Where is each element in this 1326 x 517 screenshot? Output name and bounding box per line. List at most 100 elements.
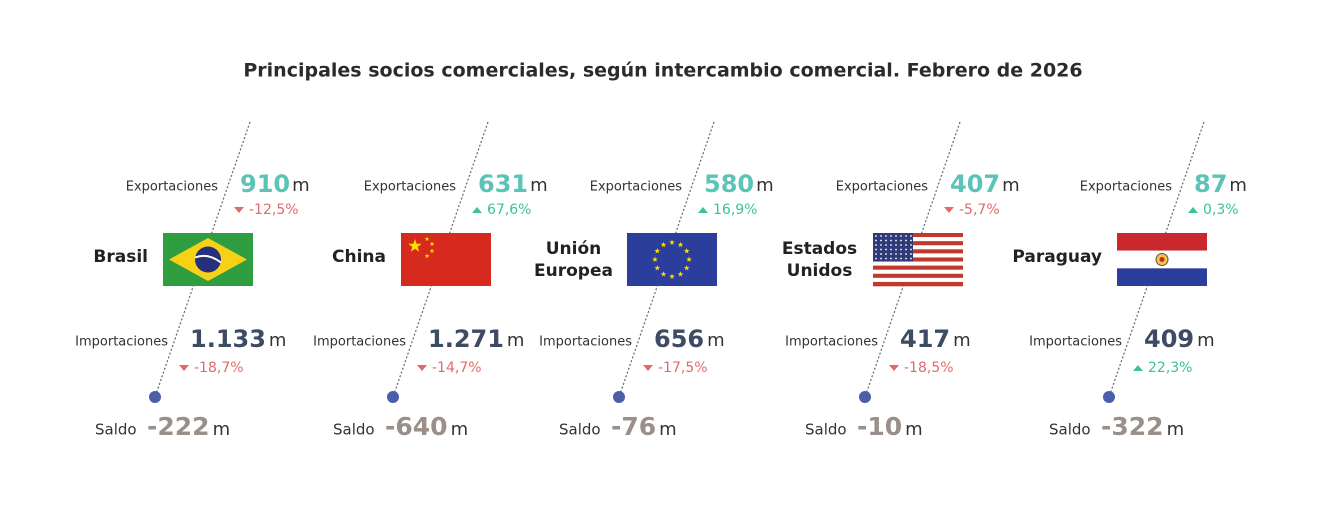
exports-label: Exportaciones: [1080, 180, 1172, 195]
imports-label: Importaciones: [785, 335, 878, 350]
imports-label: Importaciones: [313, 335, 406, 350]
imports-change: 22,3%: [1148, 360, 1192, 376]
balance-value: -640: [385, 412, 448, 441]
flag-stripe: [873, 265, 963, 270]
balance-label: Saldo: [1049, 421, 1091, 439]
flag-stripe: [873, 233, 963, 238]
flag-star: [910, 239, 912, 242]
flag-stripe: [873, 257, 963, 262]
balance-dot: [149, 391, 161, 403]
star: [408, 239, 422, 252]
balance-value: -10: [857, 412, 902, 441]
imports-value: 1.271: [428, 325, 504, 353]
balance-label: Saldo: [559, 421, 601, 439]
country-name: China: [332, 247, 386, 267]
unit: m: [213, 419, 231, 440]
flag-stripe: [1117, 268, 1207, 286]
arrow-down: [944, 207, 954, 213]
flag-band: [194, 254, 222, 264]
flag-star: [890, 253, 892, 255]
arrow-down: [234, 207, 244, 213]
flag: [627, 233, 717, 286]
flag: [873, 233, 963, 287]
flag-star: [880, 257, 882, 260]
unit: m: [659, 419, 677, 440]
balance-label: Saldo: [805, 421, 847, 439]
flag-star: [895, 235, 897, 237]
unit: m: [707, 330, 725, 351]
flag-star: [900, 248, 902, 251]
flag-star: [875, 248, 877, 251]
unit: m: [292, 175, 310, 196]
unit: m: [1167, 419, 1185, 440]
flag-star: [885, 248, 887, 251]
star: [669, 239, 675, 245]
exports-change: 67,6%: [487, 202, 531, 218]
imports-change: -18,7%: [194, 360, 244, 376]
flag-star: [895, 248, 897, 251]
exports-change: 0,3%: [1203, 202, 1239, 218]
flag-stripe: [873, 245, 963, 250]
imports-label: Importaciones: [1029, 335, 1122, 350]
flag-star: [905, 253, 907, 255]
exports-change: -12,5%: [249, 202, 299, 218]
flag-star: [880, 248, 882, 251]
balance-value: -322: [1101, 412, 1164, 441]
unit: m: [756, 175, 774, 196]
arrow-up: [472, 207, 482, 213]
imports-label: Importaciones: [75, 335, 168, 350]
flag-star: [875, 239, 877, 242]
flag-star: [885, 257, 887, 260]
star: [429, 241, 435, 246]
exports-label: Exportaciones: [364, 180, 456, 195]
arrow-down: [889, 365, 899, 371]
balance-value: -76: [611, 412, 656, 441]
flag-stripe: [873, 273, 963, 279]
imports-change: -17,5%: [658, 360, 708, 376]
unit: m: [1197, 330, 1215, 351]
flag-star: [875, 257, 877, 260]
flag-star: [880, 239, 882, 242]
flag-star: [900, 239, 902, 242]
unit: m: [905, 419, 923, 440]
flag-star: [885, 239, 887, 242]
flag-star: [910, 257, 912, 260]
country-name: Brasil: [93, 247, 148, 267]
imports-label: Importaciones: [539, 335, 632, 350]
star: [669, 273, 675, 279]
balance-dot: [1103, 391, 1115, 403]
unit: m: [269, 330, 287, 351]
flag-star: [885, 253, 887, 255]
flag-star: [900, 235, 902, 237]
flag-star: [895, 239, 897, 242]
flag-field: [401, 233, 491, 286]
country-name: Unión Europea: [534, 239, 613, 281]
flag-stripe: [1117, 233, 1207, 251]
flag-stripe: [873, 253, 963, 258]
arrow-down: [643, 365, 653, 371]
flag-star: [900, 253, 902, 255]
exports-value: 910: [240, 170, 290, 198]
title: Principales socios comerciales, según in…: [243, 60, 1082, 82]
flag-star: [880, 244, 882, 246]
flag-stripe: [873, 237, 963, 242]
balance-dot: [859, 391, 871, 403]
balance-label: Saldo: [95, 421, 137, 439]
exports-label: Exportaciones: [836, 180, 928, 195]
flag-star: [880, 253, 882, 255]
flag-star: [895, 244, 897, 246]
imports-value: 409: [1144, 325, 1194, 353]
imports-value: 656: [654, 325, 704, 353]
star: [660, 271, 667, 277]
star: [652, 256, 658, 262]
balance-value: -222: [147, 412, 210, 441]
star: [683, 265, 690, 271]
flag-star: [905, 257, 907, 260]
unit: m: [530, 175, 548, 196]
unit: m: [1002, 175, 1020, 196]
star: [683, 248, 690, 254]
flag-stripe: [873, 249, 963, 254]
imports-value: 417: [900, 325, 950, 353]
balance-label: Saldo: [333, 421, 375, 439]
